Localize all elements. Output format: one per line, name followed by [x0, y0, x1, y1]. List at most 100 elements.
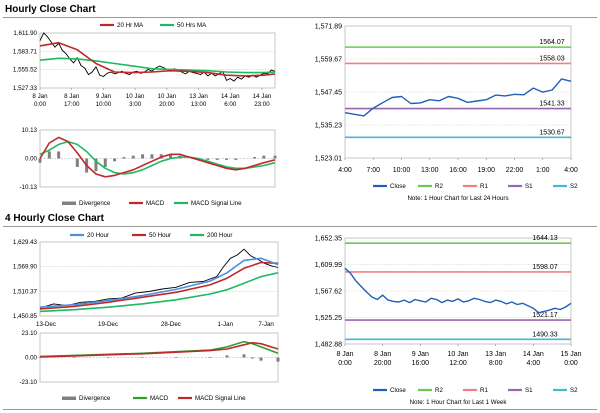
four-hourly-macd-divergence-bar: [140, 356, 144, 358]
hourly-levels-xtick: 22:00: [506, 167, 524, 174]
four-hourly-ma20-line: [39, 257, 279, 308]
hourly-price-line: [39, 32, 276, 82]
four-hourly-macd-divergence-bar: [38, 356, 42, 358]
four-hourly-levels-xtick-time: 20:00: [374, 360, 392, 367]
hourly-price-ytick: 1,611.90: [13, 30, 37, 37]
four-hourly-macd-divergence-bar: [106, 356, 110, 358]
hourly-price-xtick-date: 8 Jan: [64, 93, 80, 100]
four-hourly-macd-ytick: 23.10: [22, 330, 38, 337]
four-hourly-levels-xtick-date: 9 Jan: [412, 351, 429, 358]
four-hourly-price-xtick: 13-Dec: [36, 321, 56, 328]
hourly-levels-legend-close-label: Close: [390, 183, 406, 190]
four-hourly-macd-divergence-bar: [174, 356, 178, 358]
four-hourly-levels-xtick-date: 13 Jan: [485, 351, 506, 358]
four-hourly-ma50-line: [39, 261, 279, 310]
hourly-price-xtick-date: 14 Jan: [253, 93, 272, 100]
hourly-macd-divergence-bar: [38, 158, 42, 163]
hourly-price-xtick-time: 17:00: [64, 101, 80, 108]
hourly-levels-legend-s2-label: S2: [570, 183, 578, 190]
hourly-price-xtick-date: 10 Jan: [158, 93, 177, 100]
hourly-price-xtick-time: 3:00: [129, 101, 142, 108]
four-hourly-macd-ytick: -23.10: [19, 379, 37, 386]
hourly-macd-signal-line: [39, 140, 276, 175]
four-hourly-levels-r2-value: 1644.13: [532, 235, 557, 242]
four-hourly-legend-ma50-label: 50 Hour: [149, 232, 171, 239]
hourly-macd-divergence-bar: [122, 157, 126, 159]
four-hourly-price-xtick: 28-Dec: [161, 321, 181, 328]
hourly-ma20-line: [39, 41, 276, 77]
four-hourly-price-frame: [39, 241, 279, 317]
hourly-levels-ytick: 1,523.01: [315, 156, 342, 163]
hourly-levels-legend-s1-label: S1: [525, 183, 533, 190]
four-hourly-macd-ytick: 0.00: [25, 355, 38, 362]
four-hourly-macd-divergence-bar: [242, 354, 246, 358]
hourly-price-xtick-time: 13:00: [191, 101, 207, 108]
four-hourly-macd-divergence-bar: [259, 357, 263, 361]
hourly-price-ytick: 1,527.33: [13, 85, 38, 92]
four-hourly-levels-s1-value: 1521.17: [532, 312, 557, 319]
hourly-legend-ma20-label: 20 Hr MA: [117, 22, 144, 29]
hourly-macd-divergence-bar: [94, 158, 98, 172]
four-hourly-levels-ytick: 1,567.62: [315, 289, 342, 296]
hourly-section-title: Hourly Close Chart: [5, 4, 96, 15]
four-hourly-title-rule: [3, 226, 597, 227]
hourly-levels-r1-value: 1558.03: [539, 55, 564, 62]
bottom-rule: [3, 409, 597, 410]
four-hourly-levels-close-line: [344, 267, 572, 314]
hourly-title-rule: [3, 17, 597, 18]
hourly-macd-line: [39, 136, 276, 178]
four-hourly-price-ytick: 1,450.85: [13, 313, 38, 320]
hourly-ma50-line: [39, 57, 276, 74]
hourly-price-xtick-date: 10 Jan: [126, 93, 145, 100]
hourly-macd-divergence-bar: [141, 154, 145, 159]
four-hourly-levels-xtick-date: 15 Jan: [560, 351, 581, 358]
four-hourly-levels-r1-value: 1598.07: [532, 264, 557, 271]
hourly-macd-divergence-bar: [234, 158, 238, 160]
four-hourly-levels-xtick-time: 16:00: [412, 360, 430, 367]
hourly-levels-xtick: 1:00: [536, 167, 550, 174]
hourly-levels-xtick: 19:00: [477, 167, 495, 174]
four-hourly-legend-ma20-label: 20 Hour: [87, 232, 109, 239]
hourly-macd-divergence-bar: [206, 158, 210, 160]
four-hourly-ma200-line: [39, 272, 279, 313]
hourly-price-xtick-date: 8 Jan: [32, 93, 48, 100]
four-hourly-levels-xtick-date: 14 Jan: [523, 351, 544, 358]
four-hourly-macd-divergence-bar: [208, 356, 212, 358]
hourly-levels-xtick: 16:00: [449, 167, 467, 174]
hourly-macd-ytick: -10.13: [19, 184, 37, 191]
four-hourly-levels-ytick: 1,525.25: [315, 315, 342, 322]
hourly-macd-ytick: 10.13: [22, 127, 38, 134]
hourly-macd-divergence-bar: [103, 158, 107, 167]
hourly-levels-xtick: 4:00: [338, 167, 352, 174]
hourly-macd-divergence-bar: [57, 151, 61, 159]
hourly-macd-ytick: 0.00: [25, 156, 38, 163]
four-hourly-macd-divergence-bar: [225, 355, 229, 358]
hourly-levels-legend-r1-label: R1: [480, 183, 488, 190]
hourly-levels-xtick: 13:00: [421, 167, 439, 174]
hourly-price-xtick-time: 10:00: [96, 101, 112, 108]
hourly-levels-note: Note: 1 Hour Chart for Last 24 Hours: [407, 195, 508, 202]
hourly-macd-divergence-bar: [150, 154, 154, 159]
four-hourly-macd-legend-signal-label: MACD Signal Line: [195, 395, 246, 402]
hourly-macd-divergence-bar: [113, 158, 117, 162]
hourly-levels-xtick: 7:00: [366, 167, 380, 174]
four-hourly-levels-xtick-date: 8 Jan: [336, 351, 353, 358]
four-hourly-levels-legend-close-label: Close: [390, 387, 406, 394]
four-hourly-macd-legend-divergence-swatch: [62, 396, 76, 400]
four-hourly-levels-legend-s1-label: S1: [525, 387, 533, 394]
hourly-price-xtick-date: 14 Jan: [221, 93, 240, 100]
hourly-price-frame: [39, 32, 276, 89]
four-hourly-macd-divergence-bar: [72, 356, 76, 358]
four-hourly-levels-xtick-time: 12:00: [449, 360, 467, 367]
hourly-macd-divergence-bar: [131, 155, 135, 159]
four-hourly-section-title: 4 Hourly Close Chart: [5, 213, 104, 224]
hourly-macd-legend-macd-label: MACD: [146, 200, 165, 207]
four-hourly-macd-line: [39, 340, 279, 358]
hourly-price-xtick-time: 6:00: [224, 101, 237, 108]
hourly-macd-divergence-bar: [262, 155, 266, 159]
hourly-macd-divergence-bar: [169, 154, 173, 159]
hourly-levels-xtick: 4:00: [564, 167, 578, 174]
hourly-price-ytick: 1,555.52: [13, 67, 38, 74]
hourly-legend-ma50-label: 50 Hrs MA: [177, 22, 207, 29]
four-hourly-levels-legend-s2-label: S2: [570, 387, 578, 394]
